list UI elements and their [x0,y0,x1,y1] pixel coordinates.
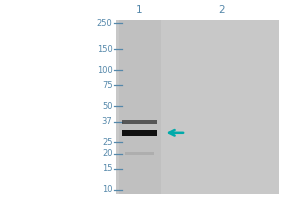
Text: 250: 250 [97,19,112,28]
Text: 2: 2 [219,5,225,15]
Bar [172,20,279,194]
Text: 25: 25 [102,138,112,147]
Text: 20: 20 [102,149,112,158]
Bar [122,130,158,136]
Text: 150: 150 [97,45,112,54]
Bar [122,120,158,124]
Text: 10: 10 [102,185,112,194]
Bar [118,20,160,194]
Text: 1: 1 [136,5,143,15]
Bar [125,152,154,155]
Bar [116,20,276,194]
Text: 15: 15 [102,164,112,173]
Text: 100: 100 [97,66,112,75]
Text: 75: 75 [102,81,112,90]
Text: 37: 37 [102,117,112,126]
Text: 50: 50 [102,102,112,111]
